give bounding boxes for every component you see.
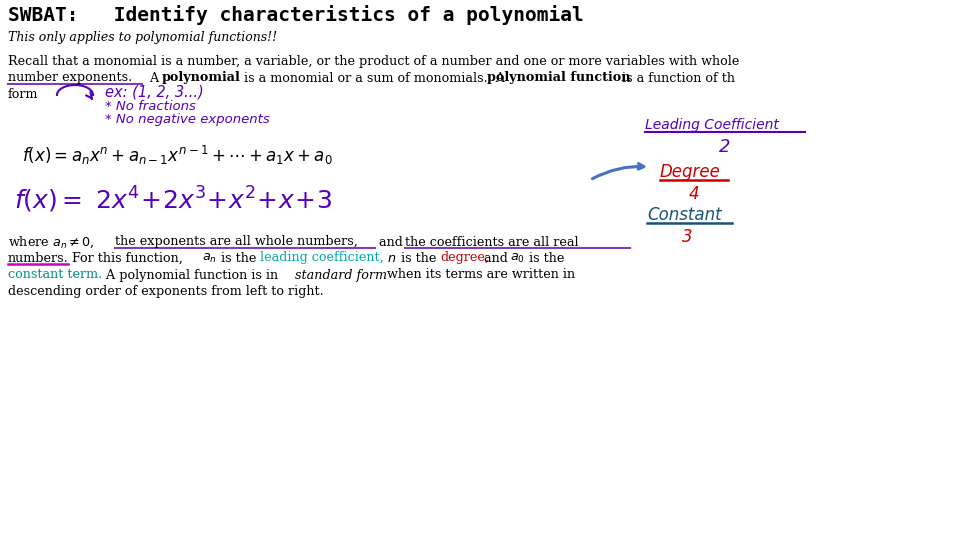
Text: is a function of th: is a function of th — [618, 71, 735, 84]
Text: polynomial function: polynomial function — [487, 71, 631, 84]
Text: degree,: degree, — [440, 252, 489, 265]
Text: Degree: Degree — [660, 163, 721, 181]
Text: the exponents are all whole numbers,: the exponents are all whole numbers, — [115, 235, 358, 248]
Text: SWBAT:   Identify characteristics of a polynomial: SWBAT: Identify characteristics of a pol… — [8, 5, 584, 25]
Text: leading coefficient,: leading coefficient, — [260, 252, 384, 265]
Text: the coefficients are all real: the coefficients are all real — [405, 235, 579, 248]
Text: A polynomial function is in: A polynomial function is in — [102, 268, 282, 281]
Text: standard form: standard form — [295, 268, 387, 281]
Text: is the: is the — [397, 252, 441, 265]
Text: is the: is the — [525, 252, 564, 265]
Text: This only applies to polynomial functions!!: This only applies to polynomial function… — [8, 31, 277, 44]
Text: Leading Coefficient: Leading Coefficient — [645, 118, 779, 132]
Text: 2: 2 — [719, 138, 731, 156]
Text: $f(x) = \ 2x^4\!+\!2x^3\!+\!x^2\!+\!x\!+\!3$: $f(x) = \ 2x^4\!+\!2x^3\!+\!x^2\!+\!x\!+… — [14, 185, 332, 215]
Text: 4: 4 — [688, 185, 699, 203]
Text: For this function,: For this function, — [68, 252, 187, 265]
Text: constant term.: constant term. — [8, 268, 103, 281]
Text: * No fractions: * No fractions — [105, 99, 196, 112]
Text: A: A — [142, 71, 163, 84]
Text: Recall that a monomial is a number, a variable, or the product of a number and o: Recall that a monomial is a number, a va… — [8, 56, 739, 69]
Text: form: form — [8, 87, 38, 100]
Text: and: and — [375, 235, 407, 248]
Text: where $a_n \neq 0$,: where $a_n \neq 0$, — [8, 234, 95, 249]
Text: when its terms are written in: when its terms are written in — [383, 268, 575, 281]
Text: $a_0$: $a_0$ — [510, 252, 525, 265]
Text: is a monomial or a sum of monomials.  A: is a monomial or a sum of monomials. A — [240, 71, 509, 84]
Text: is the: is the — [217, 252, 260, 265]
Text: and: and — [480, 252, 512, 265]
Text: $f(x) = a_n x^n + a_{n-1} x^{n-1} + \cdots + a_1 x + a_0$: $f(x) = a_n x^n + a_{n-1} x^{n-1} + \cdo… — [22, 144, 332, 166]
Text: polynomial: polynomial — [162, 71, 241, 84]
Text: numbers.: numbers. — [8, 252, 69, 265]
Text: $a_n$: $a_n$ — [202, 252, 217, 265]
Text: * No negative exponents: * No negative exponents — [105, 112, 270, 125]
Text: ex: (1, 2, 3...): ex: (1, 2, 3...) — [105, 84, 204, 99]
Text: number exponents.: number exponents. — [8, 71, 132, 84]
Text: Constant: Constant — [647, 206, 722, 224]
Text: descending order of exponents from left to right.: descending order of exponents from left … — [8, 285, 324, 298]
Text: $n$: $n$ — [387, 252, 396, 265]
Text: 3: 3 — [682, 228, 692, 246]
